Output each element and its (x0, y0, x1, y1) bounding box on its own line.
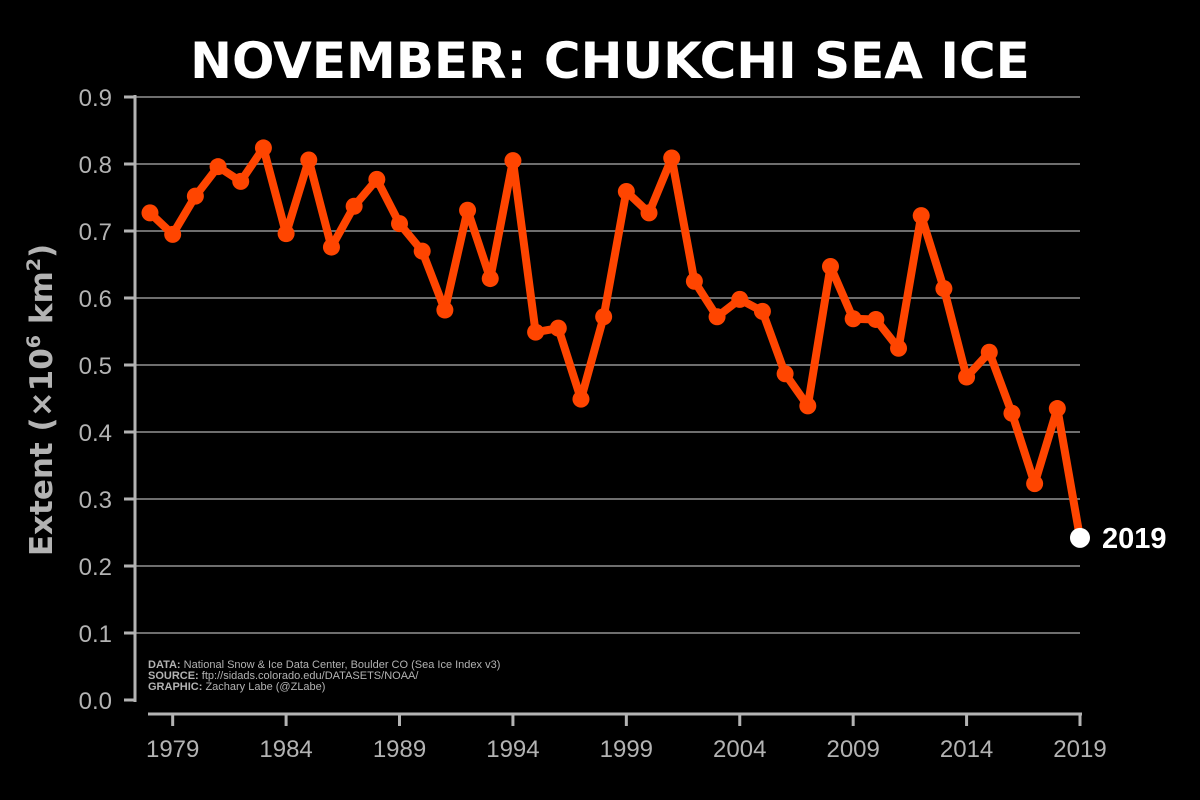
y-tick-label-0.4: 0.4 (79, 420, 112, 447)
data-point-1989 (391, 215, 409, 233)
credit-data-text: National Snow & Ice Data Center, Boulder… (181, 659, 501, 671)
data-point-1978 (141, 204, 159, 222)
y-ticks: 0.0 0.1 0.2 0.3 0.4 0.5 0.6 0.7 0.8 0.9 (79, 85, 135, 715)
data-point-2012 (912, 207, 930, 225)
data-point-2010 (867, 310, 885, 328)
x-tick-label-2009: 2009 (826, 736, 879, 763)
y-axis-label-times: × (24, 391, 60, 417)
y-axis-label-prefix: Extent ( (24, 417, 60, 556)
credit-source: SOURCE: ftp://sidads.colorado.edu/DATASE… (148, 670, 419, 682)
y-tick-label-0.5: 0.5 (79, 353, 112, 380)
series-extent (141, 139, 1090, 548)
data-point-1992 (459, 201, 477, 219)
data-point-1994 (504, 152, 522, 170)
data-point-1984 (277, 225, 295, 243)
y-tick-label-0.6: 0.6 (79, 286, 112, 313)
data-point-2001 (663, 149, 681, 167)
data-point-2013 (935, 280, 953, 298)
y-axis-label: Extent (×106 km2) (23, 244, 60, 556)
x-tick-label-1989: 1989 (373, 736, 426, 763)
y-tick-label-0.9: 0.9 (79, 85, 112, 112)
y-axis-label-exp2: 2 (23, 258, 45, 271)
data-point-2006 (776, 365, 794, 383)
data-point-1996 (549, 319, 567, 337)
data-point-1997 (572, 390, 590, 408)
y-axis-label-suffix: ) (24, 244, 60, 258)
data-point-2005 (753, 302, 771, 320)
data-point-1986 (322, 238, 340, 256)
data-point-2000 (640, 204, 658, 222)
y-axis-label-exp1: 6 (23, 335, 45, 348)
x-tick-label-2019: 2019 (1053, 736, 1106, 763)
data-point-1999 (617, 182, 635, 200)
data-point-1995 (527, 323, 545, 341)
credit-graphic-text: Zachary Labe (@ZLabe) (202, 681, 325, 693)
data-point-1980 (186, 187, 204, 205)
credit-source-text: ftp://sidads.colorado.edu/DATASETS/NOAA/ (199, 670, 420, 682)
y-tick-label-0.0: 0.0 (79, 688, 112, 715)
data-point-1979 (164, 225, 182, 243)
data-point-1981 (209, 158, 227, 176)
x-tick-label-1979: 1979 (146, 736, 199, 763)
x-tick-label-1994: 1994 (486, 736, 539, 763)
data-point-2014 (958, 368, 976, 386)
axes (133, 95, 1082, 716)
y-tick-label-0.3: 0.3 (79, 487, 112, 514)
data-point-2003 (708, 308, 726, 326)
data-point-2009 (844, 310, 862, 328)
chart-title: NOVEMBER: CHUKCHI SEA ICE (190, 32, 1030, 90)
credit-data: DATA: National Snow & Ice Data Center, B… (148, 659, 500, 671)
y-tick-label-0.1: 0.1 (79, 621, 112, 648)
data-point-1987 (345, 197, 363, 215)
data-point-2008 (821, 258, 839, 276)
data-point-1985 (300, 151, 318, 169)
data-point-1993 (481, 270, 499, 288)
credit-graphic-key: GRAPHIC: (148, 681, 202, 693)
credit-source-key: SOURCE: (148, 670, 199, 682)
x-tick-label-1984: 1984 (259, 736, 312, 763)
credit-data-key: DATA: (148, 659, 181, 671)
data-point-2017 (1026, 475, 1044, 493)
data-point-1991 (436, 301, 454, 319)
data-point-1982 (232, 172, 250, 190)
x-tick-label-2014: 2014 (940, 736, 993, 763)
data-point-2007 (799, 397, 817, 415)
data-point-1990 (413, 242, 431, 260)
x-tick-label-1999: 1999 (600, 736, 653, 763)
highlight-label-2019: 2019 (1102, 523, 1167, 555)
y-tick-label-0.2: 0.2 (79, 554, 112, 581)
data-point-1998 (595, 308, 613, 326)
y-tick-label-0.7: 0.7 (79, 219, 112, 246)
data-point-2019 (1070, 527, 1090, 548)
y-axis-label-km: km (24, 271, 60, 335)
series-line (146, 143, 1084, 542)
y-tick-label-0.8: 0.8 (79, 152, 112, 179)
data-point-2002 (685, 272, 703, 290)
data-point-2015 (980, 343, 998, 361)
data-point-2011 (890, 339, 908, 357)
data-point-2016 (1003, 404, 1021, 422)
data-point-2004 (731, 290, 749, 308)
x-tick-label-2004: 2004 (713, 736, 766, 763)
y-axis-label-ten: 10 (24, 348, 60, 391)
x-ticks: 1979 1984 1989 1994 1999 2004 2009 2014 2019 (146, 714, 1107, 763)
data-point-1988 (368, 170, 386, 188)
data-point-1983 (254, 139, 272, 157)
credit-graphic: GRAPHIC: Zachary Labe (@ZLabe) (148, 681, 325, 693)
data-point-2018 (1048, 400, 1066, 418)
